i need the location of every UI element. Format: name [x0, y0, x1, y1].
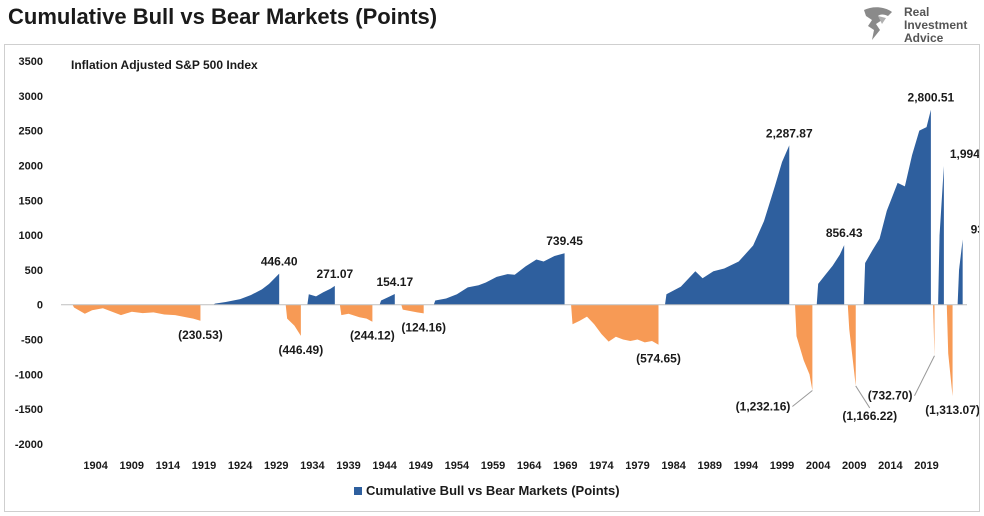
- label-leader-line: [914, 355, 935, 396]
- data-labels: 446.40 271.07 154.17 739.45 2,287.87 856.43 2,…: [178, 91, 984, 423]
- legend-swatch: [354, 487, 362, 495]
- data-label: (124.16): [401, 320, 446, 334]
- data-label: (230.53): [178, 328, 223, 342]
- data-label: 446.40: [261, 255, 298, 269]
- data-label: 936.29: [971, 223, 979, 237]
- x-tick-label: 1984: [661, 460, 686, 472]
- x-tick-label: 1934: [300, 460, 325, 472]
- y-tick-label: 500: [25, 265, 43, 277]
- real-investment-advice-logo: Real Investment Advice: [858, 4, 978, 45]
- y-tick-label: -1000: [15, 369, 43, 381]
- data-label: (574.65): [636, 352, 681, 366]
- bear-market-area: [401, 304, 424, 314]
- bull-market-area: [665, 145, 790, 305]
- x-tick-label: 1959: [481, 460, 505, 472]
- y-tick-label: -2000: [15, 439, 43, 451]
- bull-bear-area-chart: Inflation Adjusted S&P 500 Index 3500 300…: [15, 56, 984, 498]
- logo-line-3: Advice: [904, 31, 944, 45]
- x-axis: 1904 1909 1914 1919 1924 1929 1934 1939 1944 1949…: [83, 460, 938, 472]
- y-axis: 3500 3000 2500 2000 1500 1000 500 0 -500 -1000 -15…: [15, 56, 43, 451]
- x-tick-label: 1994: [734, 460, 759, 472]
- bull-market-area: [816, 245, 845, 305]
- x-tick-label: 1949: [409, 460, 433, 472]
- bull-market-area: [307, 285, 335, 305]
- data-label: 739.45: [546, 234, 583, 248]
- x-tick-label: 1909: [120, 460, 144, 472]
- data-label: 2,287.87: [766, 126, 813, 140]
- bear-market-area: [72, 304, 201, 321]
- x-tick-label: 1919: [192, 460, 216, 472]
- x-tick-label: 1944: [372, 460, 397, 472]
- x-tick-label: 1924: [228, 460, 253, 472]
- page-title: Cumulative Bull vs Bear Markets (Points): [8, 4, 438, 29]
- data-label: (1,166.22): [842, 409, 897, 423]
- data-label: 154.17: [376, 275, 413, 289]
- x-tick-label: 1974: [589, 460, 614, 472]
- bear-market-area: [795, 304, 813, 391]
- legend: Cumulative Bull vs Bear Markets (Points): [354, 483, 620, 498]
- data-label: 1,994.81: [950, 147, 979, 161]
- y-tick-label: 1000: [19, 230, 43, 242]
- x-tick-label: 1904: [83, 460, 108, 472]
- x-tick-label: 2009: [842, 460, 866, 472]
- x-tick-label: 2014: [878, 460, 903, 472]
- y-tick-label: 3000: [19, 91, 43, 103]
- y-tick-label: 2500: [19, 126, 43, 138]
- x-tick-label: 1979: [625, 460, 649, 472]
- x-tick-label: 1954: [445, 460, 470, 472]
- x-tick-label: 1969: [553, 460, 577, 472]
- logo-line-1: Real: [904, 5, 930, 19]
- bear-market-area: [946, 304, 953, 397]
- legend-label: Cumulative Bull vs Bear Markets (Points): [366, 483, 620, 498]
- chart-subtitle: Inflation Adjusted S&P 500 Index: [71, 58, 258, 72]
- data-label: 2,800.51: [908, 91, 955, 105]
- bull-market-area: [379, 293, 395, 305]
- bear-market-area: [571, 304, 659, 345]
- bear-market-area: [933, 304, 935, 356]
- y-tick-label: 1500: [19, 195, 43, 207]
- bear-market-area: [285, 304, 301, 336]
- x-tick-label: 1929: [264, 460, 288, 472]
- y-tick-label: -1500: [15, 404, 43, 416]
- data-label: (244.12): [350, 329, 395, 343]
- chart-frame: Inflation Adjusted S&P 500 Index 3500 300…: [4, 44, 984, 512]
- data-label: 271.07: [316, 267, 353, 281]
- data-label: (446.49): [279, 343, 324, 357]
- bull-market-area: [213, 273, 280, 305]
- data-label: (1,313.07): [925, 403, 979, 417]
- label-leader-line: [792, 390, 813, 407]
- x-tick-label: 1999: [770, 460, 794, 472]
- y-tick-label: 0: [37, 300, 43, 312]
- y-tick-label: 3500: [19, 56, 43, 68]
- bear-market-area: [847, 304, 856, 386]
- x-tick-label: 1914: [156, 460, 181, 472]
- y-tick-label: 2000: [19, 160, 43, 172]
- logo-text: Real Investment Advice: [904, 6, 967, 45]
- bull-market-area: [433, 253, 565, 305]
- x-tick-label: 1939: [336, 460, 360, 472]
- bull-market-area: [938, 165, 944, 305]
- label-leader-line: [855, 385, 871, 409]
- data-label: (1,232.16): [736, 400, 791, 414]
- x-tick-label: 1964: [517, 460, 542, 472]
- area-layer: [72, 109, 963, 397]
- data-label: (732.70): [868, 389, 913, 403]
- x-tick-label: 2004: [806, 460, 831, 472]
- x-tick-label: 1989: [698, 460, 722, 472]
- bull-head-icon: [864, 7, 892, 40]
- y-tick-label: -500: [21, 335, 43, 347]
- logo-line-2: Investment: [904, 18, 968, 32]
- bear-market-area: [339, 304, 373, 322]
- data-label: 856.43: [826, 226, 863, 240]
- bull-market-area: [957, 239, 963, 305]
- x-tick-label: 2019: [914, 460, 938, 472]
- bull-market-area: [863, 109, 931, 305]
